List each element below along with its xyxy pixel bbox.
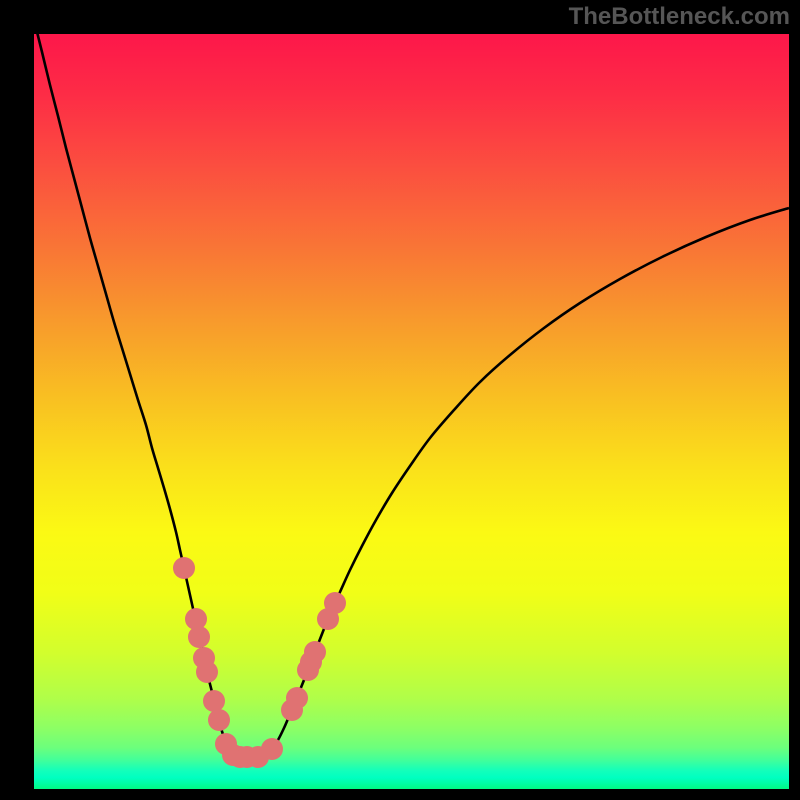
data-marker (324, 592, 346, 614)
chart-container: TheBottleneck.com (0, 0, 800, 800)
watermark-text: TheBottleneck.com (569, 3, 790, 31)
data-marker (173, 557, 195, 579)
data-marker (196, 661, 218, 683)
data-marker (286, 687, 308, 709)
plot-area (34, 34, 789, 789)
data-marker (188, 626, 210, 648)
plot-svg (34, 34, 789, 789)
data-marker (203, 690, 225, 712)
data-marker (208, 709, 230, 731)
data-marker (261, 738, 283, 760)
data-marker (304, 641, 326, 663)
plot-background (34, 34, 789, 789)
